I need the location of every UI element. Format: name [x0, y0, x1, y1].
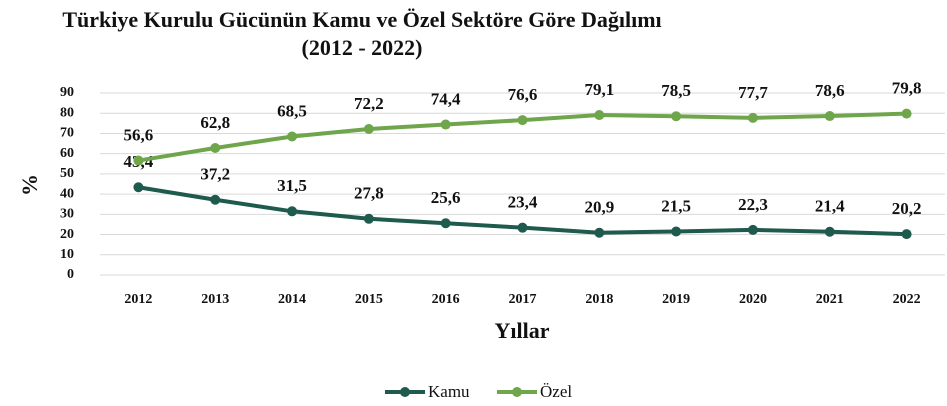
chart-subtitle: (2012 - 2022) [302, 35, 423, 60]
data-label: 78,5 [661, 81, 691, 100]
y-tick-label: 0 [67, 267, 74, 282]
x-tick-label: 2016 [432, 292, 460, 307]
y-tick-label: 20 [60, 227, 74, 242]
point [824, 111, 835, 122]
y-axis-label: % [17, 174, 42, 196]
data-label: 21,5 [661, 196, 691, 215]
x-tick-label: 2020 [739, 292, 767, 307]
point [824, 226, 835, 237]
point [671, 111, 682, 122]
data-label: 76,6 [508, 85, 538, 104]
data-label: 20,2 [892, 199, 922, 218]
data-label: 68,5 [277, 101, 307, 120]
data-label: 27,8 [354, 184, 384, 203]
point [671, 226, 682, 237]
x-tick-label: 2018 [585, 292, 613, 307]
point [901, 229, 912, 240]
point [440, 119, 451, 130]
y-tick-label: 70 [60, 126, 74, 141]
data-label: 20,9 [584, 198, 614, 217]
x-tick-label: 2012 [124, 292, 152, 307]
point [747, 224, 758, 235]
data-label: 31,5 [277, 176, 307, 195]
data-label: 22,3 [738, 195, 768, 214]
data-label: 37,2 [200, 165, 230, 184]
x-tick-label: 2014 [278, 292, 306, 307]
point [133, 155, 144, 166]
point [517, 222, 528, 233]
x-tick-label: 2013 [201, 292, 229, 307]
point [133, 182, 144, 193]
legend-label: Kamu [428, 382, 470, 401]
data-label: 77,7 [738, 83, 768, 102]
legend-marker [512, 387, 522, 397]
legend-marker [400, 387, 410, 397]
point [287, 206, 298, 217]
x-tick-label: 2015 [355, 292, 383, 307]
point [210, 143, 221, 154]
x-axis-label: Yıllar [495, 318, 550, 343]
data-label: 72,2 [354, 94, 384, 113]
point [363, 123, 374, 134]
data-label: 79,1 [584, 80, 614, 99]
legend-label: Özel [540, 382, 572, 401]
data-label: 78,6 [815, 81, 845, 100]
y-tick-label: 30 [60, 207, 74, 222]
point [210, 194, 221, 205]
point [363, 213, 374, 224]
data-label: 74,4 [431, 89, 461, 108]
data-label: 23,4 [508, 193, 538, 212]
x-tick-label: 2022 [893, 292, 921, 307]
point [901, 108, 912, 119]
x-tick-label: 2017 [509, 292, 537, 307]
point [747, 112, 758, 123]
y-tick-label: 50 [60, 166, 74, 181]
y-tick-label: 40 [60, 186, 74, 201]
data-label: 62,8 [200, 113, 230, 132]
data-label: 25,6 [431, 188, 461, 207]
y-tick-label: 10 [60, 247, 74, 262]
point [517, 115, 528, 126]
y-tick-label: 80 [60, 105, 74, 120]
y-tick-label: 60 [60, 146, 74, 161]
chart-title: Türkiye Kurulu Gücünün Kamu ve Özel Sekt… [62, 7, 661, 32]
point [440, 218, 451, 229]
y-tick-label: 90 [60, 85, 74, 100]
point [594, 110, 605, 121]
data-label: 21,4 [815, 197, 845, 216]
x-tick-label: 2021 [816, 292, 844, 307]
data-label: 56,6 [124, 125, 154, 144]
x-tick-label: 2019 [662, 292, 690, 307]
point [594, 227, 605, 238]
point [287, 131, 298, 142]
data-label: 79,8 [892, 79, 922, 98]
